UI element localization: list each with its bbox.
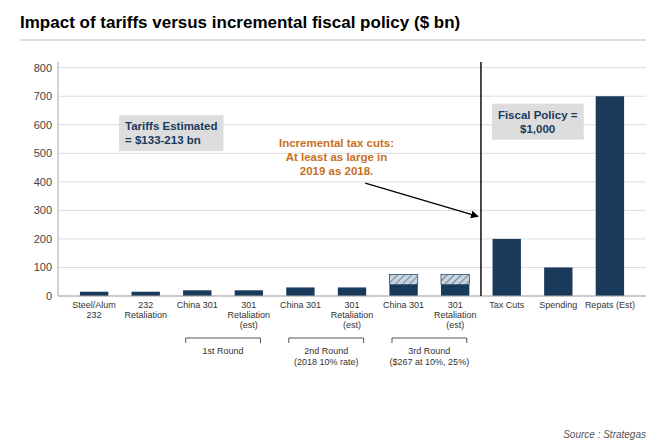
divider: [480, 62, 481, 296]
group-bracket: [186, 338, 261, 343]
y-tick-label: 600: [34, 119, 52, 131]
annotation-text: Fiscal Policy =$1,000: [498, 109, 578, 135]
title-rule: [20, 40, 646, 41]
bar-hatched: [80, 291, 108, 292]
bar: [286, 287, 314, 296]
x-tick-label: China 301: [177, 300, 218, 310]
annotation-text: Incremental tax cuts:At least as large i…: [279, 137, 394, 177]
bar-hatched: [235, 290, 263, 291]
grid-line: [58, 96, 646, 97]
bar-hatched: [544, 267, 572, 268]
chart: Impact of tariffs versus incremental fis…: [0, 0, 658, 448]
bar: [441, 285, 469, 296]
y-tick-label: 500: [34, 147, 52, 159]
bar-hatched: [286, 287, 314, 288]
x-tick-label: 232Retaliation: [124, 300, 167, 320]
grid-line: [58, 210, 646, 211]
y-tick-label: 0: [46, 290, 52, 302]
grid-line: [58, 296, 646, 297]
y-tick-label: 300: [34, 204, 52, 216]
title: Impact of tariffs versus incremental fis…: [20, 13, 460, 32]
bar-hatched: [338, 287, 366, 288]
x-tick-label: Repats (Est): [585, 300, 635, 310]
group-bracket: [392, 338, 467, 343]
x-tick-label: 301Retaliation(est): [228, 300, 271, 330]
grid-line: [58, 238, 646, 239]
annotation: Incremental tax cuts:At least as large i…: [279, 137, 394, 177]
x-tick-label: 301Retaliation(est): [434, 300, 477, 330]
group-label: 1st Round: [203, 346, 244, 356]
bar: [493, 239, 521, 296]
bar: [80, 292, 108, 296]
source: Source : Strategas: [563, 429, 646, 440]
x-tick-label: Tax Cuts: [489, 300, 525, 310]
grid-line: [58, 181, 646, 182]
x-tick-label: 301Retaliation(est): [331, 300, 374, 330]
y-axis: [58, 62, 59, 296]
bar: [183, 290, 211, 296]
group-label: 3rd Round($267 at 10%, 25%): [390, 346, 470, 367]
group-bracket: [289, 338, 364, 343]
annotation-box: [119, 115, 223, 151]
annotation-text: Tariffs Estimated= $133-213 bn: [125, 120, 217, 146]
bar-hatched: [596, 96, 624, 97]
bar: [596, 96, 624, 296]
x-axis: [58, 296, 646, 297]
y-tick-label: 800: [34, 62, 52, 74]
grid-line: [58, 67, 646, 68]
bar: [132, 292, 160, 296]
group-label: 2nd Round(2018 10% rate): [294, 346, 359, 367]
x-tick-label: Spending: [539, 300, 577, 310]
annotation: Tariffs Estimated= $133-213 bn: [119, 115, 223, 151]
bar: [235, 290, 263, 296]
bar-hatched: [441, 275, 469, 285]
x-tick-label: China 301: [383, 300, 424, 310]
bar-hatched: [389, 275, 417, 285]
annotation: Fiscal Policy =$1,000: [492, 104, 584, 140]
y-tick-label: 100: [34, 261, 52, 273]
bar: [338, 287, 366, 296]
x-tick-label: Steel/Alum232: [72, 300, 116, 320]
y-tick-label: 200: [34, 233, 52, 245]
annotation-arrow: [365, 183, 478, 216]
y-tick-label: 400: [34, 176, 52, 188]
bar: [544, 267, 572, 296]
bar-hatched: [183, 290, 211, 291]
bar: [389, 285, 417, 296]
bars: [80, 96, 624, 296]
x-tick-label: China 301: [280, 300, 321, 310]
annotation-box: [492, 104, 584, 140]
grid: [58, 68, 646, 296]
y-tick-label: 700: [34, 90, 52, 102]
bar-hatched: [493, 238, 521, 239]
bar-hatched: [132, 291, 160, 292]
